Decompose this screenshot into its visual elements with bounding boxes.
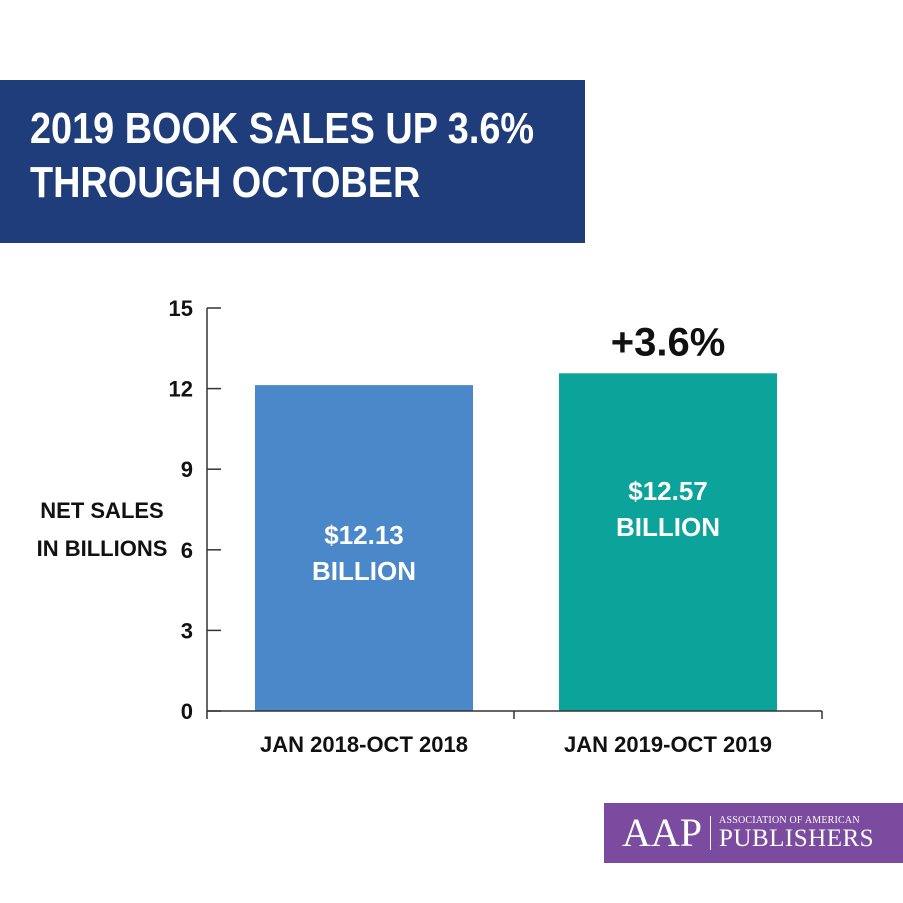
logo-text: ASSOCIATION OF AMERICAN PUBLISHERS [719,814,875,852]
bar-2-data-label-2: BILLION [616,512,720,542]
y-axis-label-line-2: IN BILLIONS [37,536,168,561]
bar-1 [255,385,473,711]
logo-mark: AAP [622,810,703,855]
chart-title-line-1: 2019 BOOK SALES UP 3.6% [30,104,535,153]
x-tick-label-2: JAN 2019-OCT 2019 [564,732,772,757]
y-tick-label-12: 12 [169,377,193,402]
logo-line-small: ASSOCIATION OF AMERICAN [719,814,860,826]
logo-line-big: PUBLISHERS [719,824,875,852]
aap-logo: AAP ASSOCIATION OF AMERICAN PUBLISHERS [604,803,903,863]
x-tick-label-1: JAN 2018-OCT 2018 [260,732,468,757]
growth-annotation: +3.6% [611,320,726,364]
bar-1-data-label-1: $12.13 [324,520,404,550]
y-tick-label-3: 3 [181,618,193,643]
y-tick-label-9: 9 [181,457,193,482]
chart-title-line-2: THROUGH OCTOBER [30,158,421,207]
y-tick-label-15: 15 [169,296,193,321]
logo-divider [710,816,712,850]
y-axis-label-line-1: NET SALES [40,498,163,523]
bar-1-data-label-2: BILLION [312,556,416,586]
y-tick-label-0: 0 [181,699,193,724]
bar-2 [559,373,777,711]
y-tick-label-6: 6 [181,538,193,563]
bar-2-data-label-1: $12.57 [628,476,708,506]
title-banner: 2019 BOOK SALES UP 3.6% THROUGH OCTOBER [0,80,585,243]
